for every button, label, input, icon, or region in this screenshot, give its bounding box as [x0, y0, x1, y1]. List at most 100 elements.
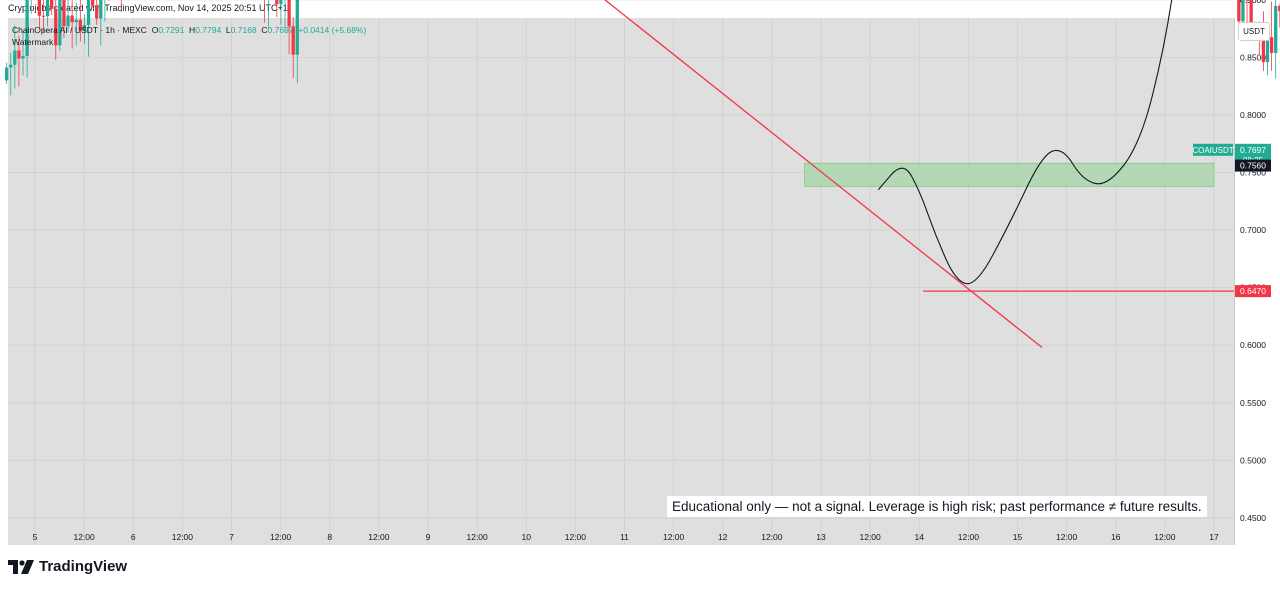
time-tick-label: 7: [229, 532, 234, 542]
time-tick-label: 12:00: [958, 532, 980, 542]
open-value: 0.7291: [158, 25, 185, 35]
time-tick-label: 11: [620, 532, 629, 542]
tradingview-logo-icon: [8, 559, 34, 574]
time-tick-label: 12:00: [73, 532, 95, 542]
time-tick-label: 12:00: [466, 532, 488, 542]
time-tick-label: 9: [426, 532, 431, 542]
price-tick-label: 0.7500: [1240, 167, 1266, 177]
candle-body: [45, 0, 50, 17]
time-tick-label: 12:00: [859, 532, 881, 542]
time-tick-label: 13: [816, 532, 826, 542]
low-label: L: [225, 25, 231, 35]
low-value: 0.7168: [230, 25, 257, 35]
candle-body: [86, 0, 91, 26]
disclaimer-note: Educational only — not a signal. Leverag…: [667, 496, 1207, 517]
level-tag-value: 0.7560: [1240, 161, 1266, 171]
price-tick-label: 0.8000: [1240, 110, 1266, 120]
brand-name: TradingView: [39, 558, 128, 575]
time-tick-label: 12:00: [1154, 532, 1176, 542]
candle-body: [295, 0, 299, 55]
symbol-legend: ChainOpera AI / USDT · 1h · MEXC O0.7291…: [12, 25, 366, 35]
close-value: 0.7697: [267, 25, 294, 35]
time-tick-label: 12: [718, 532, 728, 542]
candle-body: [275, 0, 279, 5]
time-tick-label: 14: [915, 532, 925, 542]
descending-trendline: [604, 0, 1043, 349]
change-value: +0.0414 (+5.68%): [298, 25, 367, 35]
candle-body: [82, 25, 87, 31]
symbol-tag-label: COAIUSDT: [1192, 146, 1233, 155]
price-tick-label: 0.9000: [1240, 0, 1266, 5]
candle-body: [1245, 0, 1249, 1]
time-tick-label: 12:00: [1056, 532, 1078, 542]
price-axis[interactable]: [1234, 18, 1275, 545]
candle-body: [74, 19, 78, 23]
symbol-tag-bg: [1193, 143, 1233, 156]
close-label: C: [261, 25, 268, 35]
candle-body: [1249, 0, 1253, 23]
time-tick-label: 16: [1111, 532, 1121, 542]
candle-body: [1265, 37, 1270, 63]
candle-body: [279, 0, 283, 5]
candle-body: [25, 0, 29, 56]
candle-body: [54, 8, 58, 46]
candle-body: [66, 15, 70, 27]
projection-curve: [877, 0, 1173, 285]
open-label: O: [151, 25, 159, 35]
candle-body: [90, 0, 95, 6]
attribution-line: Cryptojobs created with TradingView.com,…: [8, 3, 288, 13]
candle-body: [1278, 5, 1280, 12]
price-tick-label: 0.5000: [1240, 455, 1266, 465]
last-price-value: 0.7697: [1240, 145, 1266, 155]
candle-body: [58, 0, 62, 46]
candle-body: [1241, 0, 1245, 22]
candle-body: [5, 67, 9, 81]
time-tick-label: 12:00: [761, 532, 783, 542]
candle-body: [287, 0, 291, 27]
candle-body: [291, 26, 295, 55]
high-value: 0.7794: [195, 25, 222, 35]
time-tick-label: 15: [1013, 532, 1023, 542]
symbol-name: ChainOpera AI / USDT · 1h · MEXC: [12, 25, 147, 35]
time-tick-label: 12:00: [663, 532, 685, 542]
candle-body: [78, 19, 82, 31]
price-tick-label: 0.6000: [1240, 340, 1266, 350]
time-tick-label: 6: [131, 532, 136, 542]
tradingview-brand[interactable]: TradingView: [8, 558, 127, 575]
time-tick-label: 17: [1209, 532, 1219, 542]
candle-body: [99, 0, 103, 19]
candle-body: [1274, 5, 1278, 53]
time-tick-label: 5: [33, 532, 38, 542]
chart-pane[interactable]: [8, 18, 1234, 545]
level-tag-bg: [1235, 159, 1271, 172]
price-tick-label: 0.5500: [1240, 398, 1266, 408]
candle-body: [1269, 37, 1274, 53]
candle-body: [50, 0, 54, 9]
candle-body: [13, 50, 17, 65]
candle-body: [17, 50, 21, 59]
candle-body: [21, 55, 25, 59]
high-label: H: [189, 25, 196, 35]
candle-body: [70, 15, 74, 23]
candle-body: [95, 5, 99, 19]
time-tick-label: 12:00: [368, 532, 390, 542]
candle-body: [1237, 0, 1241, 22]
candle-body: [41, 15, 46, 17]
time-tick-label: 12:00: [270, 532, 292, 542]
time-tick-label: 8: [327, 532, 332, 542]
price-tick-label: 0.7000: [1240, 225, 1266, 235]
currency-button[interactable]: USDT: [1238, 22, 1270, 41]
time-tick-label: 12:00: [172, 532, 194, 542]
watermark-label: Watermark: [12, 37, 54, 47]
candle-body: [9, 64, 13, 68]
candle-body: [1261, 30, 1266, 63]
time-tick-label: 12:00: [565, 532, 587, 542]
price-tick-label: 0.8500: [1240, 52, 1266, 62]
level-tag-value: 0.6470: [1240, 286, 1266, 296]
level-tag-bg: [1235, 285, 1271, 298]
support-zone-box: [804, 162, 1215, 187]
time-tick-label: 10: [522, 532, 532, 542]
candle-body: [37, 0, 42, 16]
